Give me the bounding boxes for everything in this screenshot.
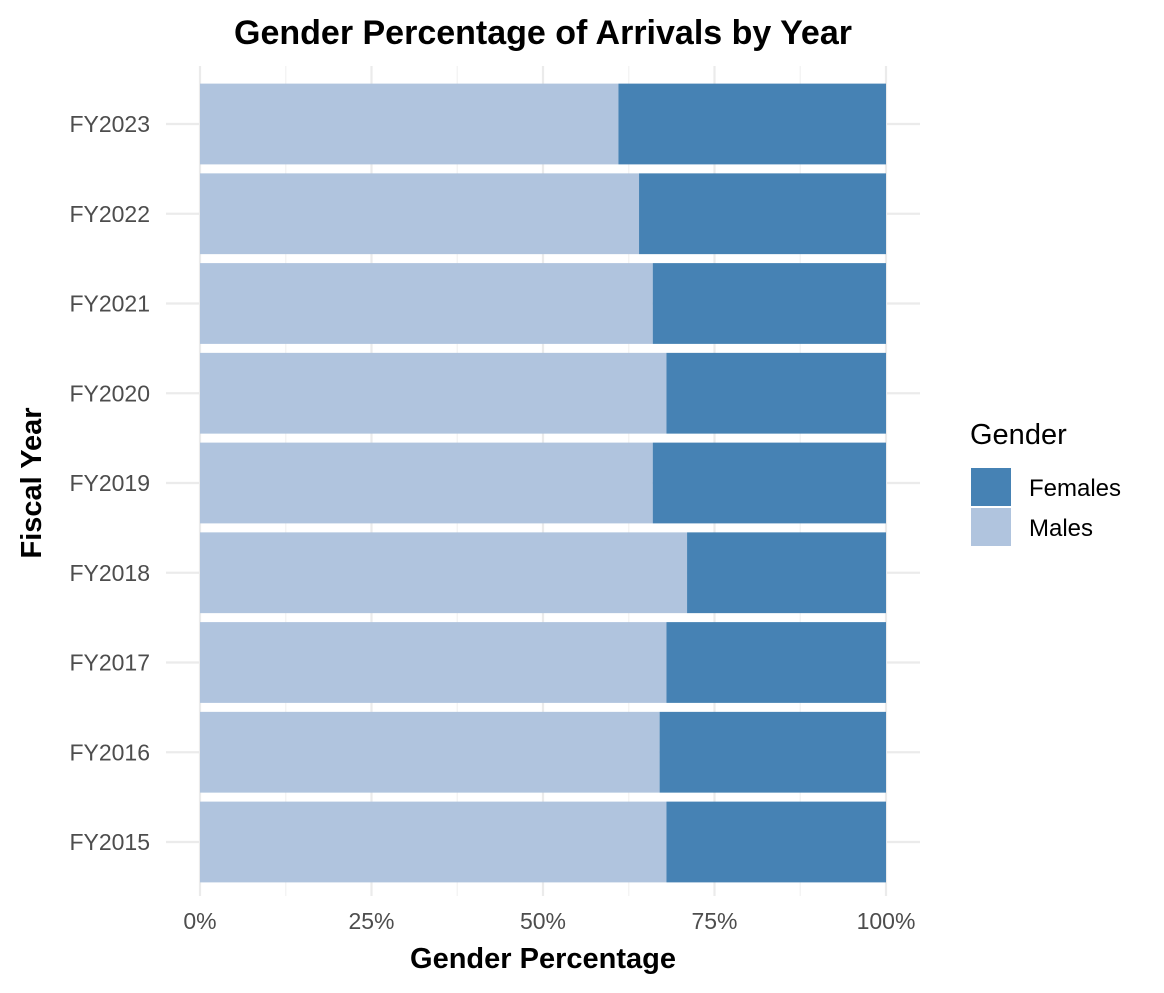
x-tick-label: 0%	[183, 908, 216, 934]
y-tick-label: FY2017	[69, 650, 150, 676]
x-tick-label: 75%	[691, 908, 737, 934]
bar-males-fy2022	[200, 173, 640, 255]
y-axis-title: Fiscal Year	[16, 407, 48, 558]
bar-females-fy2016	[659, 711, 886, 793]
bar-females-fy2017	[666, 622, 886, 703]
bar-males-fy2015	[200, 801, 667, 883]
y-tick-label: FY2020	[69, 380, 150, 406]
y-tick-label: FY2021	[69, 291, 150, 317]
y-tick-label: FY2016	[69, 739, 150, 765]
bar-females-fy2018	[687, 532, 886, 614]
y-tick-label: FY2019	[69, 470, 150, 496]
legend-title: Gender	[970, 419, 1067, 451]
bar-females-fy2019	[652, 442, 886, 524]
x-tick-label: 25%	[348, 908, 394, 934]
bar-males-fy2021	[200, 263, 653, 344]
y-tick-label: FY2018	[69, 560, 150, 586]
bar-males-fy2016	[200, 711, 660, 793]
bar-females-fy2021	[652, 263, 886, 344]
legend-label-females: Females	[1029, 475, 1121, 502]
chart-title: Gender Percentage of Arrivals by Year	[234, 14, 852, 52]
bar-females-fy2022	[639, 173, 886, 255]
x-tick-label: 50%	[520, 908, 566, 934]
bar-females-fy2020	[666, 352, 886, 434]
y-tick-label: FY2015	[69, 829, 150, 855]
legend-label-males: Males	[1029, 515, 1093, 542]
bar-males-fy2019	[200, 442, 653, 524]
legend-swatch-males	[971, 508, 1011, 546]
bar-males-fy2017	[200, 622, 667, 703]
y-tick-label: FY2023	[69, 111, 150, 137]
bars	[200, 83, 886, 883]
x-tick-label: 100%	[857, 908, 916, 934]
legend-entries: Females Males	[971, 468, 1121, 546]
x-axis-ticks: 0% 25% 50% 75% 100%	[183, 908, 915, 934]
bar-males-fy2018	[200, 532, 688, 614]
legend: Gender Females Males	[970, 419, 1121, 546]
bar-females-fy2015	[666, 801, 886, 883]
x-axis-title: Gender Percentage	[410, 943, 676, 975]
bar-males-fy2023	[200, 83, 619, 165]
y-tick-label: FY2022	[69, 201, 150, 227]
bar-females-fy2023	[618, 83, 886, 165]
bar-males-fy2020	[200, 352, 667, 434]
legend-swatch-females	[971, 468, 1011, 506]
y-axis-ticks: FY2015 FY2016 FY2017 FY2018 FY2019 FY2020 FY20…	[69, 111, 150, 855]
